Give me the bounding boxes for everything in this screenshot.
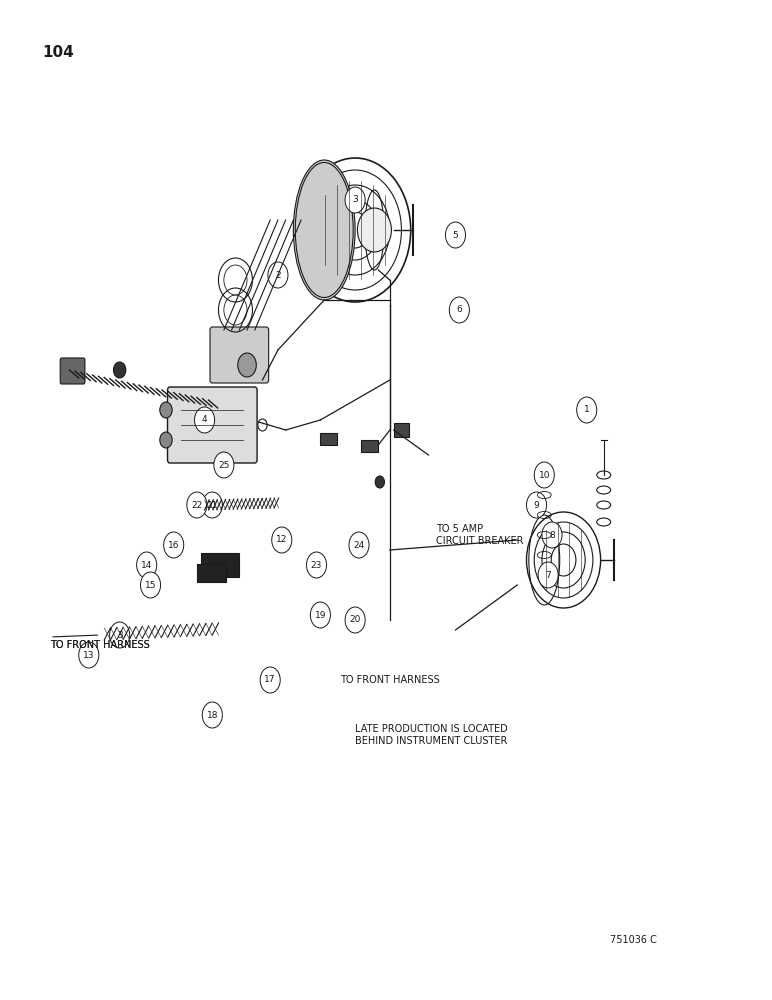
Circle shape (345, 607, 365, 633)
Circle shape (449, 297, 469, 323)
Text: 10: 10 (539, 471, 550, 480)
Text: 22: 22 (191, 500, 202, 510)
Text: 6: 6 (456, 306, 462, 314)
Text: 12: 12 (276, 536, 287, 544)
FancyBboxPatch shape (168, 387, 257, 463)
Circle shape (445, 222, 466, 248)
Text: 13: 13 (83, 650, 94, 660)
Circle shape (375, 476, 384, 488)
Text: 23: 23 (311, 560, 322, 569)
Circle shape (195, 407, 215, 433)
Text: 15: 15 (145, 580, 156, 589)
Text: 9: 9 (533, 500, 540, 510)
Text: 5: 5 (452, 231, 459, 239)
Text: 17: 17 (265, 676, 276, 685)
Text: 2: 2 (275, 270, 281, 279)
Text: TO 5 AMP
CIRCUIT BREAKER: TO 5 AMP CIRCUIT BREAKER (436, 524, 523, 546)
Text: 8: 8 (549, 530, 555, 540)
Circle shape (164, 532, 184, 558)
Text: 104: 104 (42, 45, 74, 60)
Circle shape (357, 208, 391, 252)
Bar (197, 564, 226, 582)
Text: 16: 16 (168, 540, 179, 550)
Text: 14: 14 (141, 560, 152, 569)
Text: 25: 25 (218, 461, 229, 470)
Circle shape (345, 187, 365, 213)
Bar (320, 433, 337, 445)
Ellipse shape (293, 160, 355, 300)
Text: 3: 3 (352, 196, 358, 205)
Circle shape (577, 397, 597, 423)
Circle shape (260, 667, 280, 693)
Circle shape (534, 462, 554, 488)
Circle shape (310, 602, 330, 628)
Text: 18: 18 (207, 710, 218, 719)
Bar (201, 553, 239, 577)
Circle shape (349, 532, 369, 558)
Circle shape (110, 622, 130, 648)
FancyBboxPatch shape (210, 327, 269, 383)
Text: TO FRONT HARNESS: TO FRONT HARNESS (50, 640, 150, 650)
Text: 20: 20 (350, 615, 361, 624)
FancyBboxPatch shape (60, 358, 85, 384)
Text: 1: 1 (584, 405, 590, 414)
Circle shape (238, 353, 256, 377)
Text: 19: 19 (315, 610, 326, 619)
Circle shape (79, 642, 99, 668)
Text: 21: 21 (207, 500, 218, 510)
Text: TO FRONT HARNESS: TO FRONT HARNESS (50, 640, 150, 650)
Circle shape (542, 522, 562, 548)
Circle shape (202, 492, 222, 518)
Bar (361, 440, 378, 452)
Text: 3: 3 (117, 631, 123, 640)
Text: 751036 C: 751036 C (610, 935, 656, 945)
Circle shape (160, 402, 172, 418)
Text: 7: 7 (545, 570, 551, 579)
Circle shape (214, 452, 234, 478)
Circle shape (160, 432, 172, 448)
Text: 4: 4 (201, 415, 208, 424)
Text: 24: 24 (354, 540, 364, 550)
Text: TO FRONT HARNESS: TO FRONT HARNESS (340, 675, 439, 685)
Circle shape (141, 572, 161, 598)
Circle shape (538, 562, 558, 588)
Circle shape (268, 262, 288, 288)
Circle shape (137, 552, 157, 578)
Text: LATE PRODUCTION IS LOCATED
BEHIND INSTRUMENT CLUSTER: LATE PRODUCTION IS LOCATED BEHIND INSTRU… (355, 724, 508, 746)
Circle shape (202, 702, 222, 728)
Circle shape (527, 492, 547, 518)
Circle shape (272, 527, 292, 553)
Circle shape (306, 552, 327, 578)
Bar (394, 423, 409, 437)
Circle shape (113, 362, 126, 378)
Circle shape (187, 492, 207, 518)
